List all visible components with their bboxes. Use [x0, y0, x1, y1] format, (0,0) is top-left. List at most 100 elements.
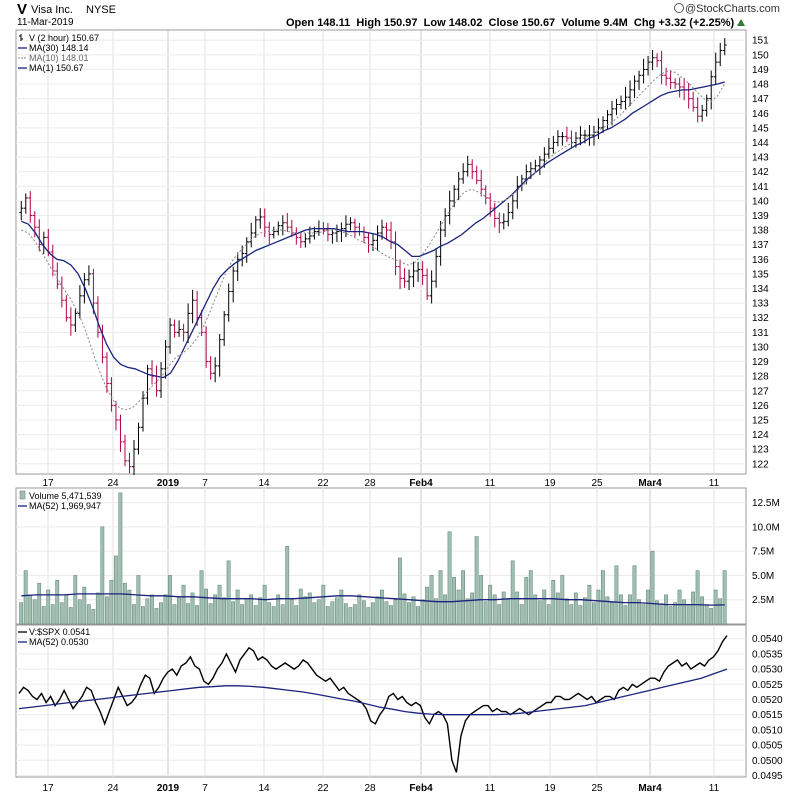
- price-tick-label: 135: [752, 269, 769, 280]
- price-tick-label: 131: [752, 328, 769, 339]
- price-x-tick-label: 24: [107, 478, 119, 489]
- volume-bar: [398, 557, 402, 625]
- volume-bar: [655, 600, 659, 625]
- volume-bar: [637, 599, 641, 625]
- price-tick-label: 124: [752, 430, 769, 441]
- volume-bar: [582, 597, 587, 625]
- volume-bar: [50, 604, 55, 625]
- panel-frame-price: [15, 29, 747, 475]
- ratio-tick-label: 0.0540: [752, 634, 783, 645]
- volume-bar: [411, 596, 416, 625]
- volume-bar: [546, 604, 551, 625]
- volume-bar: [172, 604, 177, 625]
- price-tick-label: 126: [752, 401, 769, 412]
- volume-tick-label: 12.5M: [752, 498, 780, 509]
- volume-bar: [470, 592, 475, 625]
- price-tick-label: 141: [752, 182, 769, 193]
- ratio-x-tick-label: 17: [42, 783, 54, 794]
- copyright-text: @StockCharts.com: [685, 3, 780, 15]
- volume-bar: [145, 598, 150, 625]
- volume-bar: [650, 550, 655, 625]
- volume-bar: [632, 565, 637, 625]
- volume-bar: [154, 608, 159, 625]
- volume-bar: [298, 588, 303, 625]
- volume-bar: [321, 584, 326, 625]
- price-tick-label: 137: [752, 240, 769, 251]
- volume-bar: [686, 604, 691, 625]
- company-name: Visa Inc.: [31, 4, 73, 16]
- volume-bar: [447, 531, 452, 625]
- volume-bar: [700, 596, 705, 625]
- volume-bar: [150, 594, 154, 625]
- low-value: 148.02: [448, 17, 483, 29]
- change-value: +3.32 (+2.25%): [658, 17, 735, 29]
- volume-bar: [515, 591, 520, 625]
- volume-bar: [524, 577, 529, 625]
- volume-bar: [235, 589, 240, 625]
- volume-bar: [443, 594, 447, 625]
- volume-bar: [100, 526, 105, 625]
- stockcharts-logo-icon: [674, 3, 684, 13]
- ratio-x-tick-label: Mar4: [638, 783, 662, 794]
- volume-bar: [276, 594, 281, 625]
- volume-bar: [312, 602, 317, 625]
- price-tick-label: 146: [752, 109, 769, 120]
- volume-bar: [339, 589, 344, 625]
- change-label: Chg: [633, 17, 656, 29]
- volume-bar: [122, 582, 127, 625]
- volume-bar: [510, 560, 515, 625]
- volume-bar: [168, 575, 172, 625]
- volume-bar: [131, 604, 136, 625]
- volume-bar: [303, 596, 308, 625]
- volume-bar: [501, 591, 506, 625]
- price-legend-text: MA(1) 150.67: [29, 63, 84, 73]
- volume-tick-label: 7.5M: [752, 547, 774, 558]
- volume-bar: [28, 594, 33, 625]
- ratio-tick-label: 0.0520: [752, 695, 783, 706]
- volume-bar: [19, 602, 24, 625]
- volume-bar: [370, 602, 375, 625]
- ratio-legend-text: MA(52) 0.0530: [29, 637, 89, 647]
- price-tick-label: 130: [752, 342, 769, 353]
- volume-bar: [600, 570, 605, 625]
- volume-bar: [375, 596, 380, 625]
- volume-bar: [222, 597, 226, 625]
- volume-bar: [113, 555, 118, 625]
- volume-bar: [231, 601, 236, 625]
- price-tick-label: 132: [752, 313, 769, 324]
- volume-bar: [136, 575, 141, 625]
- volume-bar: [262, 584, 267, 625]
- volume-bar: [352, 604, 357, 625]
- volume-bar: [704, 604, 709, 625]
- open-label: Open: [286, 17, 315, 29]
- volume-bar: [555, 592, 560, 625]
- price-legend-text: MA(10) 148.01: [29, 53, 89, 63]
- volume-bar: [384, 601, 389, 625]
- volume-bar: [244, 598, 249, 625]
- volume-bar: [673, 602, 677, 625]
- price-x-tick-label: 22: [317, 478, 329, 489]
- price-x-tick-label: 11: [709, 478, 720, 489]
- price-x-tick-label: 14: [258, 478, 270, 489]
- ratio-x-tick-label: 24: [107, 783, 119, 794]
- close-value: 150.67: [521, 17, 556, 29]
- volume-bar: [91, 609, 96, 625]
- volume-bar: [32, 599, 37, 625]
- ratio-tick-label: 0.0535: [752, 649, 783, 660]
- price-tick-label: 122: [752, 459, 769, 470]
- volume-bar: [452, 577, 456, 625]
- price-tick-label: 145: [752, 123, 769, 134]
- volume-bar: [217, 584, 222, 625]
- volume-bar: [551, 580, 556, 625]
- volume-bar: [343, 603, 348, 625]
- volume-bar: [104, 596, 109, 625]
- volume-bar: [677, 589, 682, 625]
- volume-bar: [95, 592, 100, 625]
- ratio-x-tick-label: 22: [317, 783, 329, 794]
- volume-bar: [361, 600, 366, 625]
- open-value: 148.11: [317, 17, 351, 29]
- price-tick-label: 149: [752, 65, 769, 76]
- ratio-tick-label: 0.0530: [752, 665, 783, 676]
- volume-bar: [213, 594, 217, 625]
- volume-bar: [542, 589, 547, 625]
